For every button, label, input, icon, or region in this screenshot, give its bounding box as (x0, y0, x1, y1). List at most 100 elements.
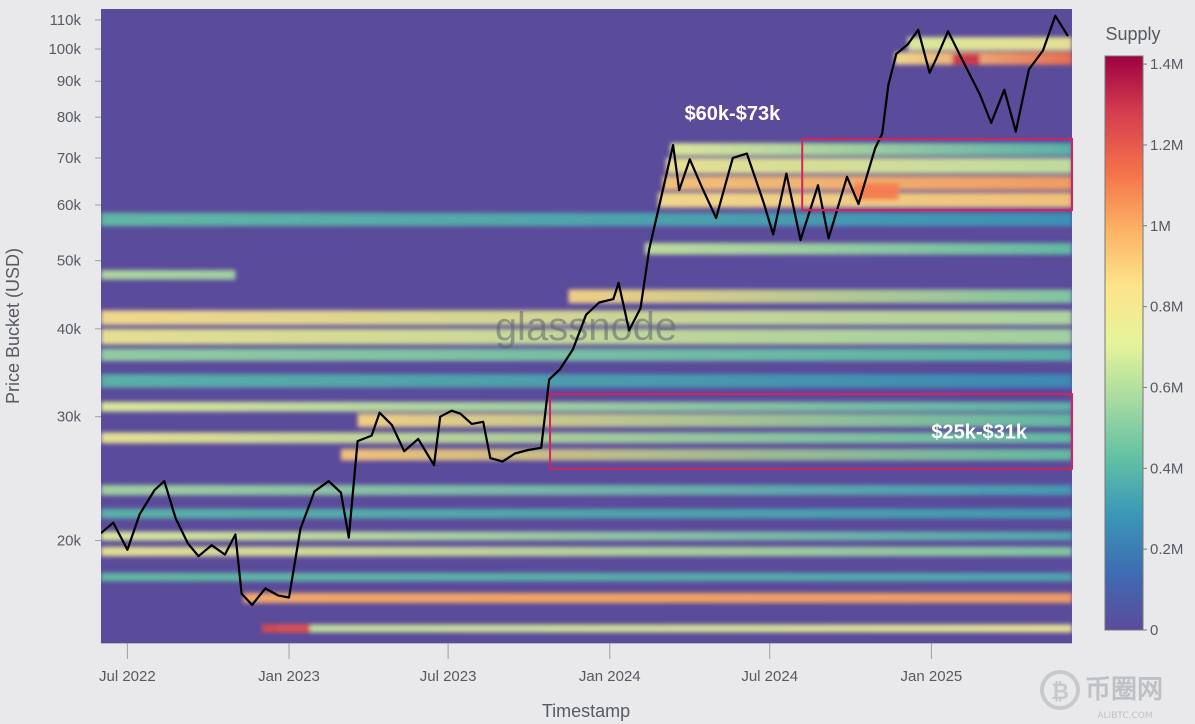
price-point (887, 84, 890, 87)
price-point (928, 71, 931, 74)
price-point (277, 594, 280, 597)
price-point (347, 536, 350, 539)
price-point (234, 533, 237, 536)
price-point (1066, 34, 1069, 37)
price-point (327, 480, 330, 482)
price-point (585, 313, 587, 316)
price-point (1042, 49, 1044, 52)
heatmap-band (101, 531, 1072, 541)
price-point (827, 237, 830, 240)
annotation-label: $25k-$31k (931, 421, 1028, 443)
price-point (1014, 130, 1017, 133)
heatmap-band (357, 413, 1072, 428)
price-point (101, 532, 102, 534)
price-point (857, 203, 860, 205)
price-point (501, 460, 504, 463)
y-axis-title: Price Bucket (USD) (3, 248, 23, 404)
price-point (935, 56, 938, 59)
price-point (917, 28, 920, 31)
price-point (313, 490, 316, 493)
price-point (527, 449, 529, 451)
heatmap-band (101, 374, 1072, 388)
heatmap-hotspot (854, 182, 899, 200)
price-point (482, 420, 485, 423)
y-tick-label: 80k (57, 109, 82, 126)
y-tick-label: 70k (57, 150, 82, 167)
colorbar-title: Supply (1105, 24, 1160, 44)
price-point (846, 175, 848, 178)
price-line-layer (101, 14, 1069, 607)
site-logo: ₿ 币圈网 ALIBTC.COM (1040, 670, 1163, 721)
price-point (978, 93, 981, 95)
x-tick-label: Jul 2023 (420, 668, 477, 685)
site-logo-icon (1040, 670, 1080, 710)
price-point (558, 368, 561, 371)
heatmap-band (101, 212, 1072, 227)
price-point (356, 440, 359, 442)
watermark-text: glassnode (495, 305, 677, 349)
y-tick-label: 100k (48, 41, 81, 58)
price-point (153, 489, 156, 491)
x-tick-label: Jul 2024 (741, 668, 798, 685)
colorbar-gradient (1104, 55, 1144, 631)
price-point (450, 409, 453, 412)
heatmap-band (340, 448, 1072, 461)
colorbar-tick-label: 0 (1150, 622, 1158, 639)
price-point (672, 144, 674, 147)
price-point (470, 423, 473, 425)
heatmap-band (907, 37, 1072, 51)
heatmap-band (670, 143, 1072, 156)
colorbar: Supply 1.4M 1.2M 1M 0.8M 0.6M 0.4M 0.2M 0 (1104, 24, 1183, 639)
annotation-label: $60k-$73k (685, 103, 782, 125)
colorbar-tick-label: 0.6M (1150, 379, 1183, 396)
price-point (1054, 14, 1057, 17)
heatmap-band (101, 328, 1072, 345)
price-point (210, 544, 213, 547)
price-point (895, 53, 898, 55)
heatmap-band (644, 242, 1072, 255)
x-tick-label: Jul 2022 (99, 668, 156, 685)
colorbar-tick-label: 1.4M (1150, 56, 1183, 73)
price-point (785, 172, 788, 175)
heatmap-hotspot (261, 624, 311, 633)
colorbar-tick-label: 0.8M (1150, 299, 1183, 316)
site-logo-text: 币圈网 (1085, 675, 1163, 705)
price-point (288, 596, 290, 599)
price-point (433, 464, 435, 467)
heatmap-band (243, 592, 1072, 604)
price-point (459, 412, 462, 415)
price-point (339, 491, 342, 494)
price-point (548, 378, 551, 381)
annotation-layer: $60k-$73k $25k-$31k (549, 103, 1073, 470)
y-tick-label: 20k (57, 533, 82, 550)
heatmap-band (101, 572, 1072, 582)
y-axis: 110k 100k 90k 80k 70k 60k 50k 40k 30k 20k (48, 12, 101, 550)
heatmap-hotspot (952, 53, 980, 65)
x-tick-label: Jan 2023 (258, 668, 320, 685)
price-point (628, 329, 631, 332)
price-point (745, 152, 748, 155)
price-point (617, 281, 620, 284)
price-point (715, 217, 718, 219)
site-logo-glyph: ₿ (1051, 680, 1069, 705)
price-point (224, 553, 226, 556)
price-point (731, 157, 734, 159)
heatmap-band (568, 289, 1072, 304)
price-point (439, 415, 442, 418)
price-point (403, 450, 406, 453)
price-point (762, 201, 765, 204)
price-point (701, 186, 703, 189)
price-point (659, 198, 662, 200)
heatmap-band (101, 310, 1072, 326)
y-tick-label: 50k (57, 253, 82, 270)
price-point (906, 43, 909, 46)
y-tick-label: 40k (57, 321, 82, 338)
colorbar-tick-label: 1M (1150, 218, 1171, 235)
heatmap-band (101, 348, 1072, 362)
price-point (378, 411, 381, 414)
price-point (489, 457, 492, 459)
annotation-box (549, 393, 1073, 470)
heatmap-band (101, 270, 236, 280)
price-point (648, 247, 651, 250)
